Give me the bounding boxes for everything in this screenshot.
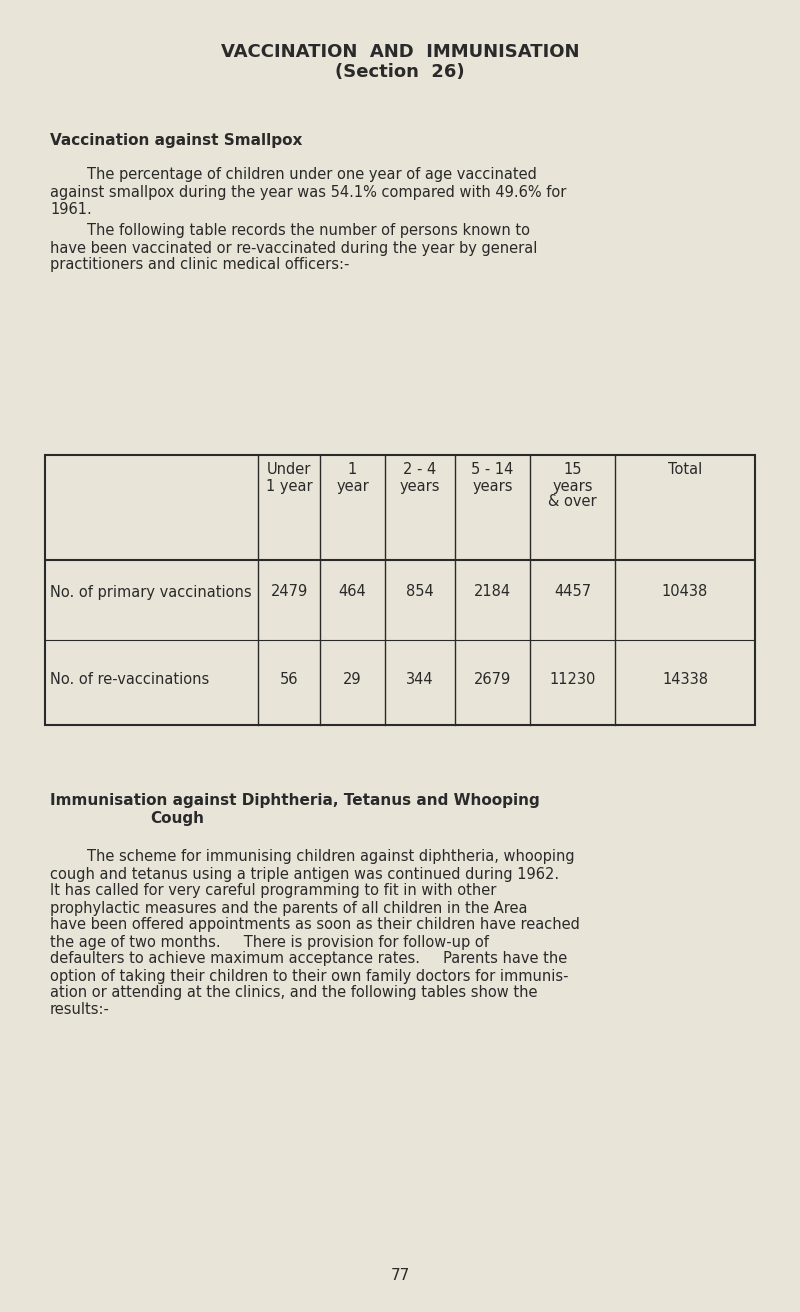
- Text: Total: Total: [668, 463, 702, 478]
- Text: year: year: [336, 479, 369, 493]
- Text: 344: 344: [406, 673, 434, 687]
- Text: 15: 15: [563, 463, 582, 478]
- Text: the age of two months.     There is provision for follow-up of: the age of two months. There is provisio…: [50, 934, 489, 950]
- Text: years: years: [552, 479, 593, 493]
- Text: Vaccination against Smallpox: Vaccination against Smallpox: [50, 133, 302, 147]
- Text: It has called for very careful programming to fit in with other: It has called for very careful programmi…: [50, 883, 496, 899]
- Text: 56: 56: [280, 673, 298, 687]
- Text: 1: 1: [348, 463, 357, 478]
- Bar: [45, 455, 755, 726]
- Text: 1961.: 1961.: [50, 202, 92, 216]
- Text: No. of re-vaccinations: No. of re-vaccinations: [50, 673, 210, 687]
- Text: Cough: Cough: [150, 811, 204, 825]
- Text: 2479: 2479: [270, 585, 308, 600]
- Text: 29: 29: [343, 673, 362, 687]
- Text: defaulters to achieve maximum acceptance rates.     Parents have the: defaulters to achieve maximum acceptance…: [50, 951, 567, 967]
- Text: 4457: 4457: [554, 585, 591, 600]
- Text: option of taking their children to their own family doctors for immunis-: option of taking their children to their…: [50, 968, 569, 984]
- Text: 464: 464: [338, 585, 366, 600]
- Text: 2 - 4: 2 - 4: [403, 463, 437, 478]
- Text: 77: 77: [390, 1267, 410, 1283]
- Text: ation or attending at the clinics, and the following tables show the: ation or attending at the clinics, and t…: [50, 985, 538, 1001]
- Text: have been vaccinated or re-vaccinated during the year by general: have been vaccinated or re-vaccinated du…: [50, 240, 538, 256]
- Text: prophylactic measures and the parents of all children in the Area: prophylactic measures and the parents of…: [50, 900, 527, 916]
- Text: against smallpox during the year was 54.1% compared with 49.6% for: against smallpox during the year was 54.…: [50, 185, 566, 199]
- Text: 10438: 10438: [662, 585, 708, 600]
- Text: 2679: 2679: [474, 673, 511, 687]
- Text: Immunisation against Diphtheria, Tetanus and Whooping: Immunisation against Diphtheria, Tetanus…: [50, 792, 540, 807]
- Text: results:-: results:-: [50, 1002, 110, 1018]
- Text: practitioners and clinic medical officers:-: practitioners and clinic medical officer…: [50, 257, 350, 273]
- Text: 854: 854: [406, 585, 434, 600]
- Text: The scheme for immunising children against diphtheria, whooping: The scheme for immunising children again…: [50, 849, 574, 865]
- Text: (Section  26): (Section 26): [335, 63, 465, 81]
- Text: 2184: 2184: [474, 585, 511, 600]
- Text: Under: Under: [267, 463, 311, 478]
- Text: have been offered appointments as soon as their children have reached: have been offered appointments as soon a…: [50, 917, 580, 933]
- Text: years: years: [400, 479, 440, 493]
- Text: 11230: 11230: [550, 673, 596, 687]
- Text: VACCINATION  AND  IMMUNISATION: VACCINATION AND IMMUNISATION: [221, 43, 579, 60]
- Text: No. of primary vaccinations: No. of primary vaccinations: [50, 585, 252, 600]
- Text: 5 - 14: 5 - 14: [471, 463, 514, 478]
- Text: The percentage of children under one year of age vaccinated: The percentage of children under one yea…: [50, 168, 537, 182]
- Text: years: years: [472, 479, 513, 493]
- Text: 14338: 14338: [662, 673, 708, 687]
- Text: & over: & over: [548, 495, 597, 509]
- Text: cough and tetanus using a triple antigen was continued during 1962.: cough and tetanus using a triple antigen…: [50, 866, 559, 882]
- Text: The following table records the number of persons known to: The following table records the number o…: [50, 223, 530, 239]
- Text: 1 year: 1 year: [266, 479, 312, 493]
